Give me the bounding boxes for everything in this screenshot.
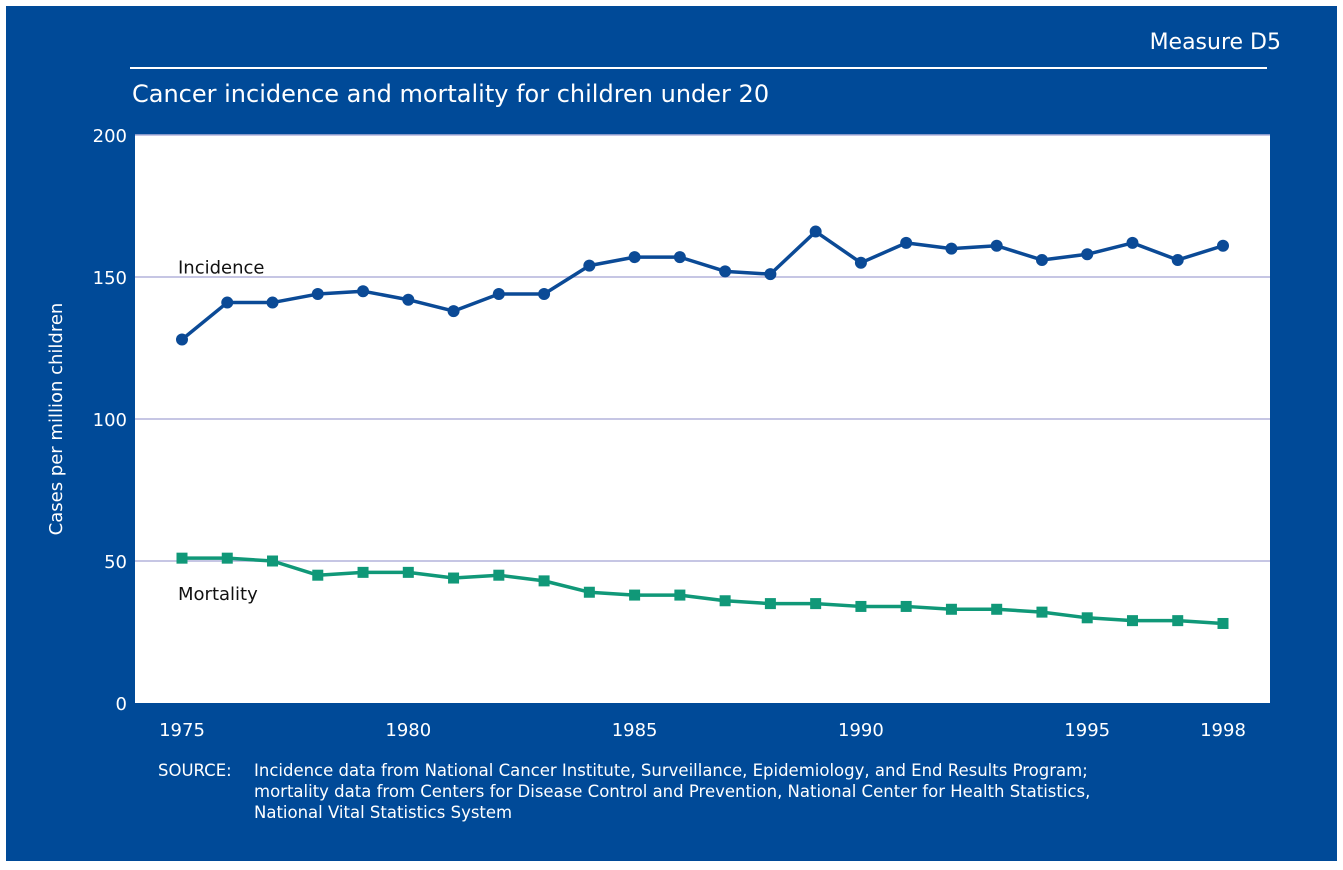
data-point — [267, 555, 279, 567]
source-note: SOURCE: Incidence data from National Can… — [158, 760, 1154, 823]
data-point — [673, 251, 686, 264]
source-line: National Vital Statistics System — [254, 803, 513, 822]
data-point — [719, 595, 731, 607]
data-point — [176, 333, 188, 346]
measure-label: Measure D5 — [1149, 30, 1281, 55]
data-point — [719, 265, 732, 278]
x-tick-label: 1995 — [1064, 720, 1110, 741]
x-tick-label: 1990 — [838, 720, 884, 741]
data-point — [583, 259, 596, 272]
y-tick-label: 200 — [93, 126, 127, 147]
series-line-mortality — [182, 556, 1224, 626]
data-point — [900, 236, 913, 249]
source-label: SOURCE: — [158, 761, 232, 780]
data-point — [538, 288, 551, 301]
data-point — [1035, 253, 1048, 266]
series-line-incidence — [180, 229, 1224, 341]
data-point — [855, 600, 867, 612]
data-point — [1081, 248, 1094, 261]
data-point — [809, 225, 822, 238]
data-point — [538, 575, 550, 587]
y-tick-label: 100 — [93, 410, 127, 431]
data-point — [629, 589, 641, 601]
data-point — [810, 598, 822, 610]
data-point — [900, 600, 912, 612]
data-point — [1126, 615, 1138, 627]
data-point — [402, 293, 415, 306]
y-tick-label: 50 — [104, 552, 127, 573]
data-point — [1081, 612, 1093, 624]
data-point — [945, 603, 957, 615]
chart-title: Cancer incidence and mortality for child… — [132, 80, 770, 108]
source-line: mortality data from Centers for Disease … — [254, 782, 1091, 801]
series-label: Incidence — [178, 257, 265, 278]
data-point — [583, 586, 595, 598]
data-point — [447, 305, 460, 318]
y-axis-label: Cases per million children — [46, 303, 67, 536]
x-tick-label: 1975 — [159, 720, 205, 741]
data-point — [357, 566, 369, 578]
data-point — [854, 256, 867, 269]
data-point — [674, 589, 686, 601]
data-point — [448, 572, 460, 584]
data-point — [1172, 615, 1184, 627]
data-point — [764, 268, 777, 281]
data-point — [312, 569, 324, 581]
data-point — [1126, 236, 1139, 249]
x-tick-label: 1985 — [612, 720, 658, 741]
x-tick-label: 1998 — [1200, 720, 1246, 741]
data-point — [990, 239, 1003, 252]
data-point — [176, 552, 188, 564]
data-point — [221, 296, 234, 309]
data-point — [628, 251, 641, 264]
x-tick-label: 1980 — [385, 720, 431, 741]
data-point — [764, 598, 776, 610]
data-point — [991, 603, 1003, 615]
data-point — [1036, 606, 1048, 618]
data-point — [221, 552, 233, 564]
data-point — [402, 566, 414, 578]
data-point — [1217, 617, 1229, 629]
header-rule — [130, 67, 1267, 69]
data-point — [357, 285, 370, 298]
data-point — [492, 288, 505, 301]
data-point — [1171, 253, 1184, 266]
y-tick-label: 0 — [116, 694, 127, 715]
data-point — [493, 569, 505, 581]
data-point — [266, 296, 279, 309]
source-text: Incidence data from National Cancer Inst… — [254, 760, 1154, 823]
data-point — [311, 288, 324, 301]
data-point — [945, 242, 958, 255]
data-point — [1217, 239, 1229, 252]
series-label: Mortality — [178, 584, 258, 605]
y-tick-label: 150 — [93, 268, 127, 289]
source-line: Incidence data from National Cancer Inst… — [254, 761, 1088, 780]
